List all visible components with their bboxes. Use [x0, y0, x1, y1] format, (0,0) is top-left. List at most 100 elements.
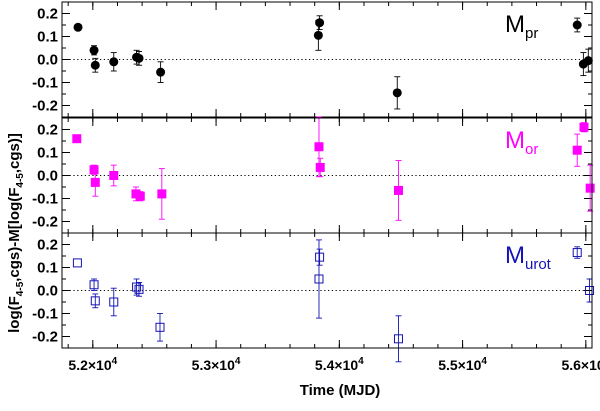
marker-open-square: [109, 297, 119, 307]
data-point: [109, 52, 119, 72]
marker-open-square: [315, 252, 325, 262]
data-point: [393, 315, 403, 363]
marker-open-square: [393, 334, 403, 344]
marker-square: [314, 142, 324, 152]
data-point: [72, 134, 82, 144]
marker-circle: [313, 30, 323, 40]
panel-label: Murot: [505, 242, 552, 273]
y-tick-label: -0.1: [32, 306, 58, 323]
panel-or: 0.2 0.1 0.0 -0.1 -0.2 Mor: [32, 116, 595, 234]
marker-square: [90, 177, 100, 187]
data-point: [90, 293, 100, 309]
y-axis-title-sub-a: 4-5: [15, 281, 26, 296]
x-tick-labels: 5.2×104 5.3×104 5.4×104 5.5×104 5.6×104: [68, 356, 600, 373]
marker-square: [109, 171, 119, 180]
marker-circle: [89, 45, 99, 55]
marker-square: [585, 183, 595, 193]
data-point: [315, 157, 325, 178]
marker-square: [135, 191, 145, 201]
y-axis-title: log(F4-5,cgs)-M[log(F4-5,cgs)]: [6, 133, 26, 333]
y-tick-label: 0.0: [37, 283, 58, 300]
data-point: [134, 282, 144, 297]
marker-open-square: [90, 296, 100, 306]
marker-circle: [392, 88, 402, 98]
marker-square: [72, 134, 82, 144]
marker-open-square: [585, 286, 595, 295]
marker-square: [393, 185, 403, 195]
data-point: [585, 164, 595, 212]
y-tick-label: 0.1: [37, 145, 58, 162]
y-tick-label: -0.1: [32, 191, 58, 208]
marker-circle: [583, 56, 593, 66]
panel-frame: [61, 232, 593, 349]
y-tick-label: 0.2: [37, 6, 58, 23]
data-point: [155, 313, 165, 342]
panel-label: Mpr: [505, 11, 538, 42]
data-point: [89, 164, 99, 175]
data-point: [572, 17, 582, 33]
x-tick-label: 5.3×104: [192, 356, 241, 373]
data-point: [392, 76, 402, 110]
data-point: [134, 51, 144, 66]
y-tick-label: 0.1: [37, 260, 58, 277]
marker-open-square: [314, 274, 324, 284]
panel-pr: 0.2 0.1 0.0 -0.1 -0.2 Mpr: [32, 1, 593, 118]
x-axis-title: Time (MJD): [300, 382, 381, 399]
marker-open-square: [89, 280, 99, 290]
data-point: [314, 239, 324, 319]
marker-open-square: [572, 248, 582, 258]
marker-circle: [90, 60, 100, 70]
y-axis-title-part-a: log(F: [6, 296, 23, 333]
marker-open-square: [132, 282, 142, 292]
data-point: [132, 278, 142, 296]
data-point: [583, 48, 593, 73]
panel-urot: 0.2 0.1 0.0 -0.1 -0.2 Murot: [32, 232, 595, 363]
data-point: [72, 258, 82, 268]
data-point: [156, 61, 166, 83]
marker-open-square: [155, 322, 165, 332]
marker-open-square: [134, 284, 144, 294]
marker-circle: [572, 20, 582, 30]
data-point: [572, 133, 582, 167]
data-point: [89, 278, 99, 291]
y-tick-label: 0.2: [37, 237, 58, 254]
data-point: [315, 15, 325, 31]
y-tick-label: 0.2: [37, 122, 58, 139]
data-point: [393, 160, 403, 221]
data-point: [315, 248, 325, 266]
data-point: [313, 19, 323, 51]
data-point: [89, 45, 99, 56]
data-point: [90, 168, 100, 197]
panel-label: Mor: [505, 127, 538, 158]
marker-circle: [156, 67, 166, 77]
marker-square: [572, 145, 582, 155]
y-tick-label: 0.1: [37, 29, 58, 46]
marker-circle: [134, 53, 144, 63]
y-tick-label: 0.0: [37, 168, 58, 185]
y-tick-label: 0.0: [37, 52, 58, 69]
data-point: [572, 246, 582, 259]
data-point: [73, 22, 83, 32]
marker-circle: [109, 57, 119, 67]
data-point: [90, 57, 100, 73]
data-point: [109, 287, 119, 317]
marker-circle: [315, 18, 325, 28]
data-point: [157, 168, 167, 220]
data-point: [579, 122, 589, 133]
data-point: [109, 164, 119, 187]
x-tick-label: 5.5×104: [438, 356, 487, 373]
y-axis-title-part-b: ,cgs)-M[log(F: [6, 188, 23, 282]
data-point: [135, 191, 145, 202]
marker-circle: [73, 22, 83, 32]
x-tick-label: 5.6×104: [561, 356, 600, 373]
x-tick-label: 5.2×104: [68, 356, 117, 373]
y-tick-label: -0.2: [32, 98, 58, 115]
y-tick-label: -0.2: [32, 214, 58, 231]
marker-square: [579, 122, 589, 132]
panel-frame: [61, 1, 593, 118]
y-axis-title-part-c: ,cgs)]: [6, 133, 23, 173]
x-tick-label: 5.4×104: [315, 356, 364, 373]
y-tick-label: -0.2: [32, 329, 58, 346]
marker-square: [157, 189, 167, 199]
